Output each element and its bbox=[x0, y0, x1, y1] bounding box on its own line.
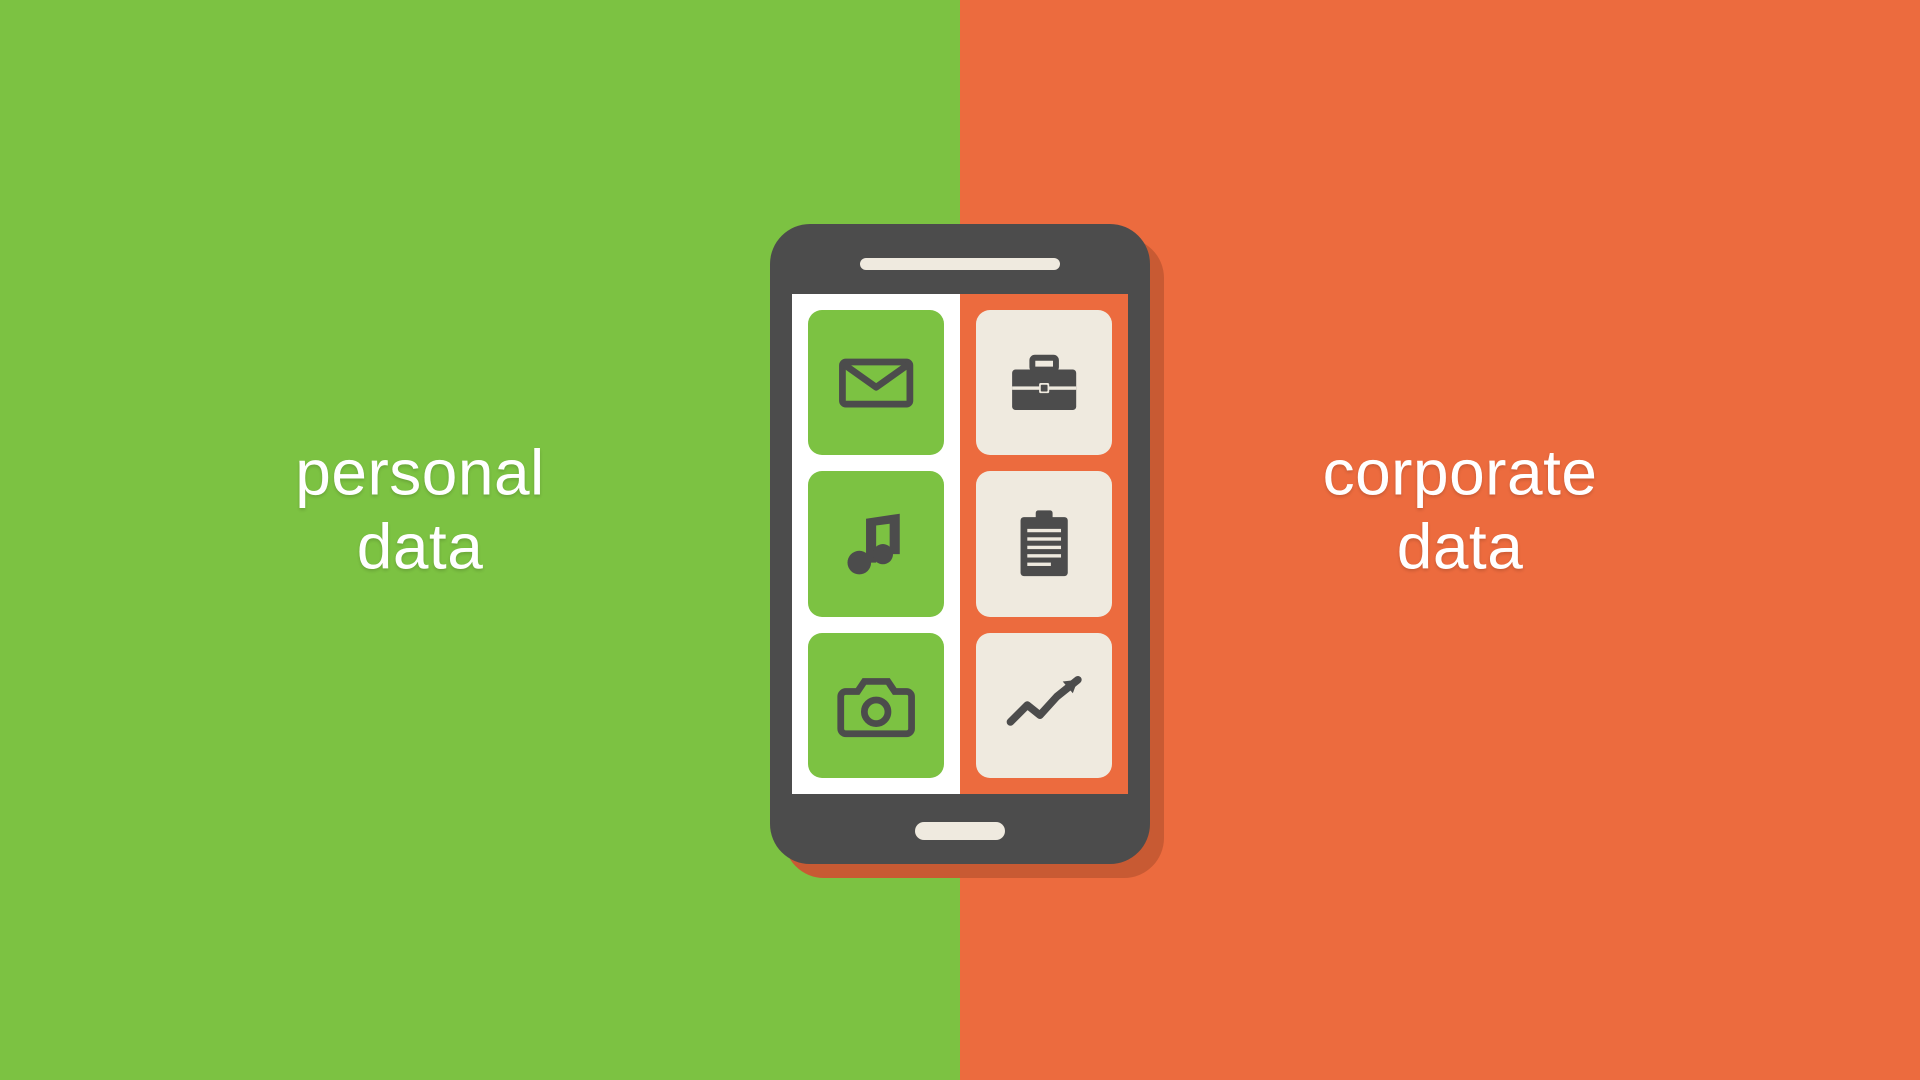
label-corporate-data: corporate data bbox=[1323, 436, 1598, 583]
phone-home-button bbox=[915, 822, 1005, 840]
tile-music bbox=[808, 471, 944, 616]
phone-speaker bbox=[860, 258, 1060, 270]
label-personal-data: personal data bbox=[295, 436, 545, 583]
tile-briefcase bbox=[976, 310, 1112, 455]
phone-screen bbox=[792, 294, 1128, 794]
tile-camera bbox=[808, 633, 944, 778]
screen-column-personal bbox=[792, 294, 960, 794]
infographic-stage: personal data corporate data bbox=[0, 0, 1920, 1080]
tile-mail bbox=[808, 310, 944, 455]
clipboard-icon bbox=[1002, 499, 1086, 589]
tile-chart bbox=[976, 633, 1112, 778]
tile-clipboard bbox=[976, 471, 1112, 616]
chart-icon bbox=[1002, 660, 1086, 750]
music-icon bbox=[834, 499, 918, 589]
mail-icon bbox=[834, 338, 918, 428]
camera-icon bbox=[834, 660, 918, 750]
screen-column-corporate bbox=[960, 294, 1128, 794]
briefcase-icon bbox=[1002, 338, 1086, 428]
phone bbox=[770, 224, 1150, 864]
